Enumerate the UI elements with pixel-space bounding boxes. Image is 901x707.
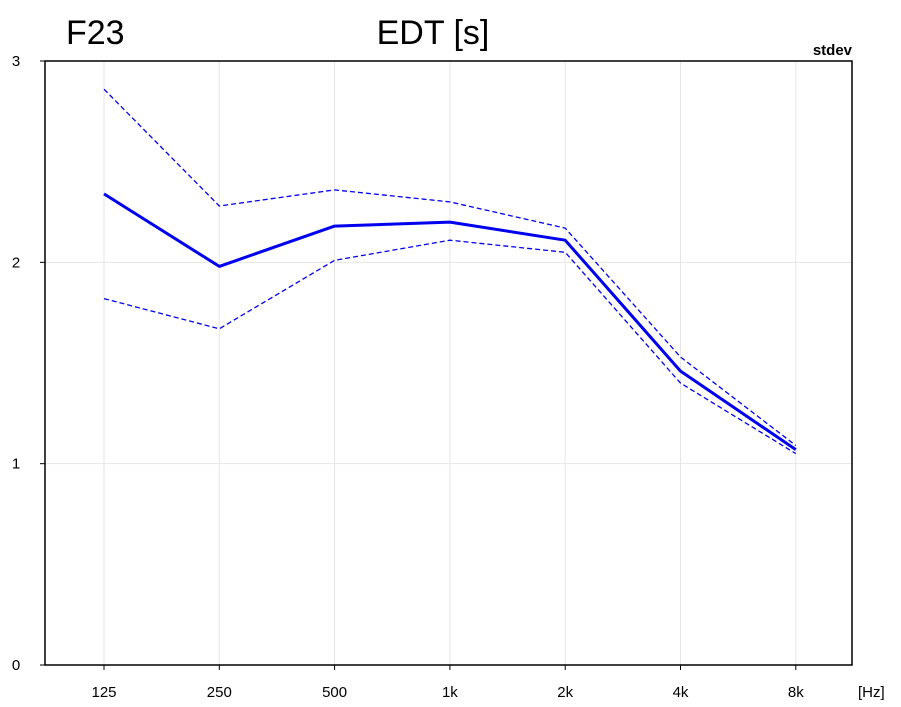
chart-title: EDT [s]: [377, 14, 490, 52]
x-tick-label: 500: [322, 684, 347, 701]
mean-series-line: [103, 192, 797, 451]
stdev-annotation: stdev: [813, 42, 853, 59]
ticks: 125 250 500 1k 2k 4k 8k 0 1 2 3: [12, 53, 804, 701]
y-tick-label: 3: [12, 53, 20, 70]
y-tick-label: 2: [12, 254, 20, 271]
y-tick-label: 0: [12, 657, 20, 674]
plot-frame: [44, 60, 853, 666]
x-tick-label: 125: [91, 684, 116, 701]
x-axis-label: [Hz]: [858, 684, 885, 701]
grid: [45, 61, 852, 665]
x-tick-label: 250: [207, 684, 232, 701]
x-tick-label: 4k: [673, 684, 689, 701]
upper-stdev-line: [103, 88, 797, 447]
x-tick-label: 1k: [442, 684, 458, 701]
series: [103, 88, 797, 455]
panel-label: F23: [66, 14, 125, 52]
x-tick-label: 2k: [557, 684, 573, 701]
x-tick-label: 8k: [788, 684, 804, 701]
y-tick-label: 1: [12, 456, 20, 473]
lower-stdev-line: [103, 239, 797, 455]
